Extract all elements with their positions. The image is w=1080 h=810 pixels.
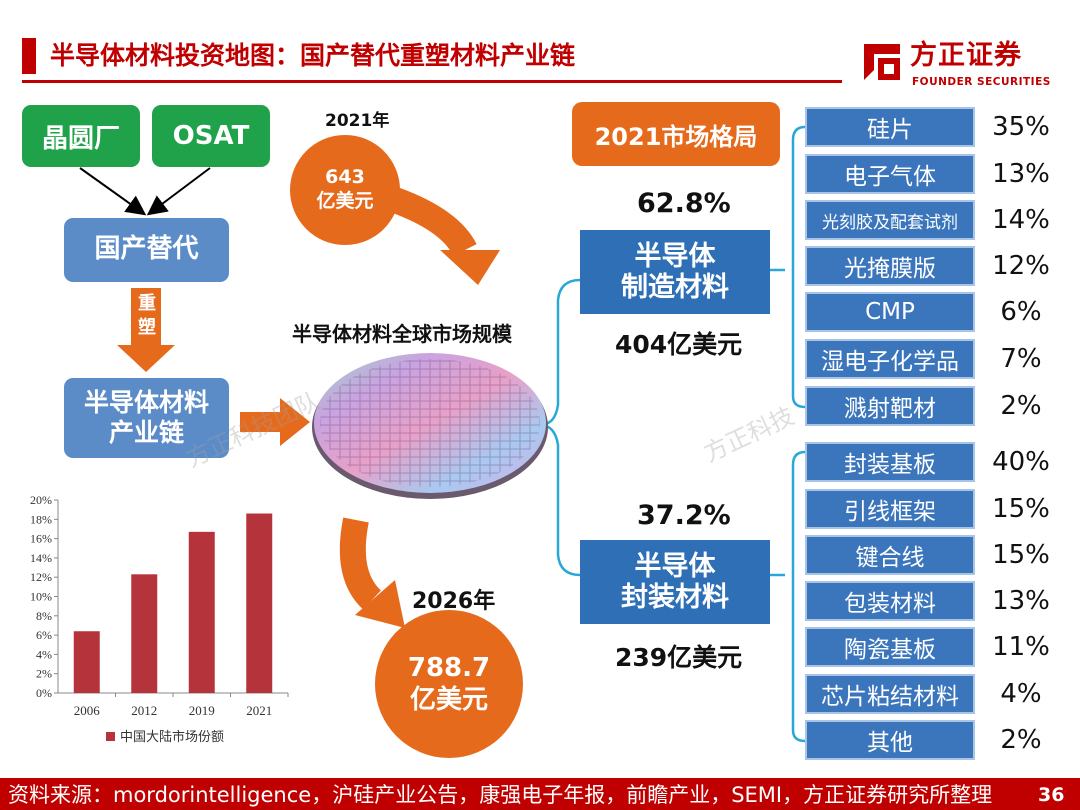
category-percent: 7%: [1000, 344, 1042, 374]
page-number: 36: [1038, 784, 1065, 806]
y-tick-label: 10%: [30, 590, 52, 604]
source-note: 资料来源：mordorintelligence，沪硅产业公告，康强电子年报，前瞻…: [8, 783, 993, 807]
y-tick-label: 20%: [30, 493, 52, 507]
curved-arrow-bottom: [339, 517, 382, 610]
logo-chinese-name: 方正证券: [910, 40, 1022, 71]
y-tick-label: 2%: [36, 667, 52, 681]
x-tick-label: 2006: [74, 703, 101, 718]
packaging-share: 37.2%: [637, 500, 731, 531]
category-box: 键合线: [805, 535, 975, 575]
bar: [246, 513, 273, 693]
category-percent: 13%: [992, 159, 1050, 189]
category-box: 引线框架: [805, 489, 975, 529]
market-2026-value: 788.7: [407, 652, 491, 683]
manufacturing-line2: 制造材料: [621, 272, 729, 303]
category-percent: 15%: [992, 540, 1050, 570]
category-percent: 12%: [992, 251, 1050, 281]
category-percent: 35%: [992, 112, 1050, 142]
category-percent: 11%: [992, 632, 1050, 662]
legend-swatch: [106, 732, 115, 741]
x-tick-label: 2019: [189, 703, 215, 718]
y-tick-label: 18%: [30, 512, 52, 526]
wafer-fab-box: 晶圆厂: [22, 105, 140, 167]
founder-logo-icon: [864, 44, 900, 80]
category-percent: 14%: [992, 205, 1050, 235]
category-box: 芯片粘结材料: [805, 674, 975, 714]
title-accent-bar: [22, 38, 36, 74]
osat-box: OSAT: [152, 105, 270, 167]
silicon-wafer-icon: [312, 353, 548, 499]
category-box: 湿电子化学品: [805, 339, 975, 379]
y-tick-label: 6%: [36, 628, 52, 642]
osat-to-sub-arrow: [146, 167, 211, 216]
packaging-value: 239亿美元: [615, 643, 743, 672]
x-tick-label: 2021: [246, 703, 272, 718]
category-percent: 6%: [1000, 297, 1042, 327]
packaging-line1: 半导体: [634, 550, 716, 582]
y-tick-label: 16%: [30, 532, 52, 546]
market-2021-unit: 亿美元: [316, 190, 374, 212]
category-percent: 4%: [1000, 679, 1042, 709]
bar: [131, 574, 158, 693]
category-box: 封装基板: [805, 442, 975, 482]
packaging-material-box: 半导体 封装材料: [580, 540, 770, 624]
x-tick-label: 2012: [131, 703, 157, 718]
y-tick-label: 4%: [36, 647, 52, 661]
legend-label: 中国大陆市场份额: [120, 729, 224, 745]
category-percent: 15%: [992, 494, 1050, 524]
footer-bar: [0, 778, 1080, 810]
y-tick-label: 0%: [36, 686, 52, 700]
mainland-share-bar-chart: 0% 2% 4% 6% 8% 10% 12% 14% 16% 18% 20% 2006 2012 2019…: [30, 493, 289, 745]
manufacturing-line1: 半导体: [634, 240, 716, 272]
fab-to-sub-arrow: [79, 167, 147, 216]
market-structure-header: 2021市场格局: [572, 102, 780, 166]
category-box: 包装材料: [805, 581, 975, 621]
global-market-label: 半导体材料全球市场规模: [292, 322, 512, 346]
market-2021-value: 643: [325, 166, 365, 189]
category-percent: 40%: [992, 447, 1050, 477]
category-box: 硅片: [805, 107, 975, 147]
year-2026-label: 2026年: [412, 589, 496, 614]
material-chain-box: 半导体材料 产业链: [64, 378, 229, 458]
y-tick-label: 12%: [30, 570, 52, 584]
domestic-substitution-box: 国产替代: [64, 218, 229, 282]
chain-right-arrow: [240, 398, 310, 446]
packaging-line2: 封装材料: [621, 582, 729, 613]
category-box: 光掩膜版: [805, 246, 975, 286]
curved-arrow-top: [390, 187, 477, 257]
category-box: 陶瓷基板: [805, 627, 975, 667]
reshape-down-arrow: [117, 288, 175, 372]
category-box: 电子气体: [805, 154, 975, 194]
y-tick-label: 8%: [36, 609, 52, 623]
y-tick-label: 14%: [30, 551, 52, 565]
category-percent: 2%: [1000, 391, 1042, 421]
material-chain-line1: 半导体材料: [83, 388, 209, 417]
page-title: 半导体材料投资地图：国产替代重塑材料产业链: [50, 41, 576, 70]
category-box: 其他: [805, 720, 975, 760]
logo-english-name: FOUNDER SECURITIES: [912, 76, 1051, 88]
category-box: CMP: [805, 292, 975, 332]
market-2026-circle: 788.7 亿美元: [375, 610, 523, 758]
manufacturing-share: 62.8%: [637, 188, 731, 219]
reshape-label: 重塑: [138, 293, 156, 338]
market-2021-circle: 643 亿美元: [290, 135, 400, 245]
manufacturing-material-box: 半导体 制造材料: [580, 230, 770, 314]
category-box: 溅射靶材: [805, 386, 975, 426]
category-percent: 13%: [992, 586, 1050, 616]
bar: [188, 531, 215, 693]
year-2021-label: 2021年: [325, 111, 390, 131]
title-underline: [22, 80, 842, 83]
manufacturing-value: 404亿美元: [615, 330, 743, 359]
category-percent: 2%: [1000, 725, 1042, 755]
bar: [73, 631, 100, 693]
material-chain-line2: 产业链: [108, 418, 184, 447]
market-2026-unit: 亿美元: [409, 685, 488, 715]
category-box: 光刻胶及配套试剂: [805, 200, 975, 240]
